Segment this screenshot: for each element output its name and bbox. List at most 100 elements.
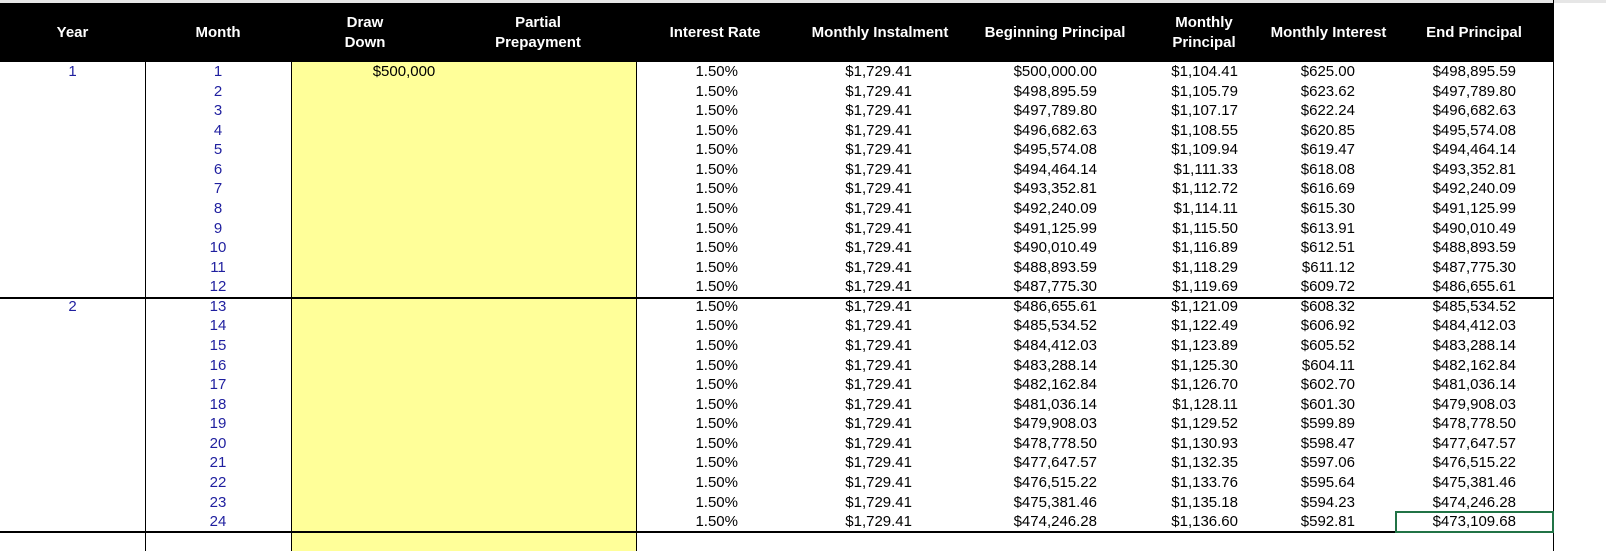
monthly-principal: $1,128.11 xyxy=(1172,395,1238,413)
monthly-principal: $1,121.09 xyxy=(1171,297,1238,315)
monthly-instalment: $1,729.41 xyxy=(845,219,912,237)
end-principal: $488,893.59 xyxy=(1432,239,1516,257)
year-separator xyxy=(0,297,1553,299)
beginning-principal: $485,534.52 xyxy=(1013,317,1097,335)
year: 2 xyxy=(68,297,77,315)
monthly-principal: $1,122.49 xyxy=(1171,317,1238,335)
interest-rate: 1.50% xyxy=(695,102,738,120)
monthly-interest: $622.24 xyxy=(1300,102,1355,120)
end-principal: $492,240.09 xyxy=(1432,180,1516,198)
column-border xyxy=(1553,0,1554,551)
column-header: Monthly Principal xyxy=(1172,13,1236,51)
beginning-principal: $495,574.08 xyxy=(1013,141,1097,159)
monthly-principal: $1,136.60 xyxy=(1171,513,1238,531)
month: 10 xyxy=(209,239,227,257)
monthly-principal: $1,115.50 xyxy=(1172,219,1238,237)
monthly-interest: $625.00 xyxy=(1300,63,1355,80)
monthly-principal: $1,135.18 xyxy=(1171,493,1238,511)
beginning-principal: $491,125.99 xyxy=(1013,219,1097,237)
monthly-instalment: $1,729.41 xyxy=(845,297,912,315)
beginning-principal: $497,789.80 xyxy=(1013,102,1097,120)
monthly-instalment: $1,729.41 xyxy=(845,82,912,100)
beginning-principal: $496,682.63 xyxy=(1013,121,1097,139)
beginning-principal: $484,412.03 xyxy=(1013,336,1097,354)
top-gridline xyxy=(0,0,1606,3)
beginning-principal: $478,778.50 xyxy=(1013,434,1097,452)
monthly-instalment: $1,729.41 xyxy=(845,141,912,159)
interest-rate: 1.50% xyxy=(695,219,738,237)
monthly-principal: $1,118.29 xyxy=(1172,258,1238,276)
month: 19 xyxy=(209,415,227,433)
column-header: Beginning Principal xyxy=(984,23,1126,41)
monthly-instalment: $1,729.41 xyxy=(845,336,912,354)
monthly-principal: $1,119.69 xyxy=(1172,278,1238,296)
monthly-instalment: $1,729.41 xyxy=(845,434,912,452)
month: 20 xyxy=(209,434,227,452)
end-principal: $496,682.63 xyxy=(1432,102,1516,120)
month: 6 xyxy=(213,160,223,178)
interest-rate: 1.50% xyxy=(695,434,738,452)
end-principal: $485,534.52 xyxy=(1432,297,1516,315)
monthly-principal: $1,125.30 xyxy=(1171,356,1238,374)
monthly-instalment: $1,729.41 xyxy=(845,356,912,374)
monthly-principal: $1,116.89 xyxy=(1172,239,1238,257)
month: 21 xyxy=(209,454,227,472)
end-principal: $490,010.49 xyxy=(1432,219,1516,237)
monthly-principal: $1,108.55 xyxy=(1171,121,1238,139)
end-principal: $484,412.03 xyxy=(1432,317,1516,335)
end-principal: $493,352.81 xyxy=(1432,160,1516,178)
interest-rate: 1.50% xyxy=(695,180,738,198)
beginning-principal: $476,515.22 xyxy=(1013,473,1097,491)
month: 22 xyxy=(209,473,227,491)
month: 3 xyxy=(213,102,223,120)
monthly-instalment: $1,729.41 xyxy=(845,199,912,217)
monthly-interest: $616.69 xyxy=(1300,180,1355,198)
beginning-principal: $488,893.59 xyxy=(1013,258,1097,276)
beginning-principal: $487,775.30 xyxy=(1013,278,1097,296)
beginning-principal: $490,010.49 xyxy=(1013,239,1097,257)
monthly-interest: $613.91 xyxy=(1300,219,1355,237)
monthly-principal: $1,133.76 xyxy=(1171,473,1238,491)
column-header: Monthly Instalment xyxy=(811,23,949,41)
monthly-principal: $1,132.35 xyxy=(1171,454,1238,472)
column-border xyxy=(145,62,146,551)
monthly-interest: $598.47 xyxy=(1300,434,1355,452)
end-principal: $486,655.61 xyxy=(1432,278,1516,296)
beginning-principal: $493,352.81 xyxy=(1013,180,1097,198)
monthly-interest: $602.70 xyxy=(1300,376,1355,394)
end-principal: $483,288.14 xyxy=(1432,336,1516,354)
year: 1 xyxy=(68,63,77,80)
column-header: Month xyxy=(195,23,241,41)
month: 13 xyxy=(209,297,227,315)
interest-rate: 1.50% xyxy=(695,473,738,491)
month: 7 xyxy=(213,180,223,198)
selected-cell[interactable] xyxy=(1395,511,1554,533)
monthly-interest: $611.12 xyxy=(1301,258,1355,276)
end-principal: $481,036.14 xyxy=(1432,376,1516,394)
year-separator xyxy=(0,531,1553,533)
beginning-principal: $498,895.59 xyxy=(1013,82,1097,100)
beginning-principal: $477,647.57 xyxy=(1013,454,1097,472)
draw-down: $500,000 xyxy=(372,63,436,80)
monthly-principal: $1,109.94 xyxy=(1171,141,1238,159)
end-principal: $479,908.03 xyxy=(1432,395,1516,413)
header-band xyxy=(0,3,1553,62)
input-area xyxy=(291,62,636,551)
month: 12 xyxy=(209,278,227,296)
column-header: End Principal xyxy=(1426,23,1522,41)
beginning-principal: $482,162.84 xyxy=(1013,376,1097,394)
monthly-principal: $1,107.17 xyxy=(1171,102,1238,120)
monthly-instalment: $1,729.41 xyxy=(845,454,912,472)
month: 18 xyxy=(209,395,227,413)
month: 9 xyxy=(213,219,223,237)
end-principal: $474,246.28 xyxy=(1432,493,1516,511)
monthly-instalment: $1,729.41 xyxy=(845,278,912,296)
beginning-principal: $474,246.28 xyxy=(1013,513,1097,531)
monthly-interest: $604.11 xyxy=(1301,356,1355,374)
interest-rate: 1.50% xyxy=(695,199,738,217)
interest-rate: 1.50% xyxy=(695,258,738,276)
interest-rate: 1.50% xyxy=(695,239,738,257)
monthly-interest: $594.23 xyxy=(1300,493,1355,511)
end-principal: $477,647.57 xyxy=(1432,434,1516,452)
end-principal: $487,775.30 xyxy=(1432,258,1516,276)
